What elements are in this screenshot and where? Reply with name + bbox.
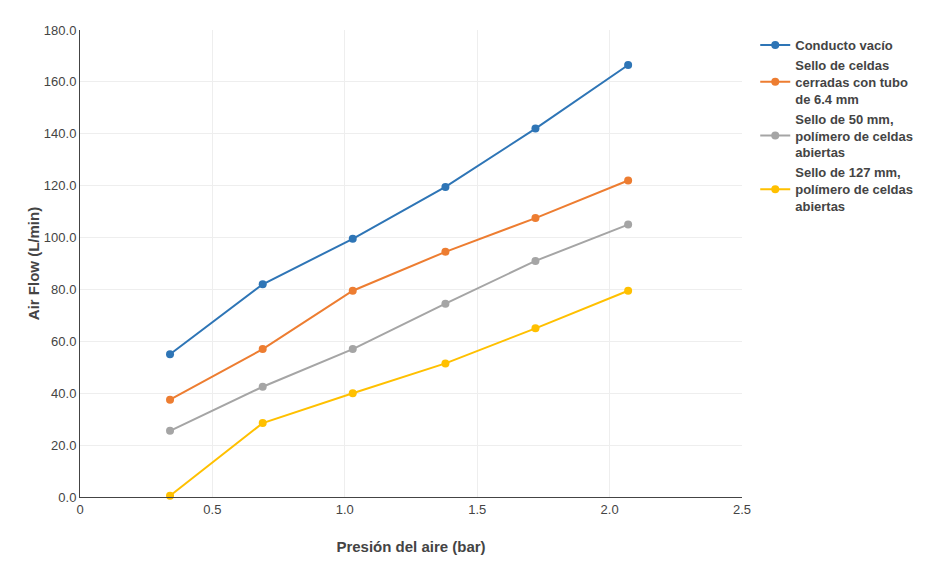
svg-text:1.0: 1.0 [336, 502, 354, 517]
svg-text:Air Flow (L/min): Air Flow (L/min) [25, 207, 42, 320]
svg-text:80.0: 80.0 [51, 282, 76, 297]
svg-text:0: 0 [76, 502, 83, 517]
svg-text:Sello de celdascerradas con tu: Sello de celdascerradas con tubode 6.4 m… [795, 58, 908, 107]
svg-text:160.0: 160.0 [44, 74, 77, 89]
svg-text:180.0: 180.0 [44, 23, 77, 38]
svg-text:0.0: 0.0 [58, 490, 76, 505]
svg-text:1.5: 1.5 [468, 502, 486, 517]
svg-text:60.0: 60.0 [51, 334, 76, 349]
svg-text:100.0: 100.0 [44, 230, 77, 245]
svg-text:120.0: 120.0 [44, 178, 77, 193]
svg-text:2.0: 2.0 [601, 502, 619, 517]
svg-text:140.0: 140.0 [44, 126, 77, 141]
svg-text:2.5: 2.5 [733, 502, 751, 517]
svg-text:Sello de 127 mm,polímero de ce: Sello de 127 mm,polímero de celdasabiert… [795, 165, 913, 214]
svg-text:Sello de 50 mm,polímero de cel: Sello de 50 mm,polímero de celdasabierta… [795, 112, 913, 161]
svg-text:Presión del aire (bar): Presión del aire (bar) [336, 538, 485, 555]
svg-text:20.0: 20.0 [51, 438, 76, 453]
svg-text:40.0: 40.0 [51, 386, 76, 401]
svg-text:Conducto vacío: Conducto vacío [795, 38, 893, 53]
svg-text:0.5: 0.5 [203, 502, 221, 517]
